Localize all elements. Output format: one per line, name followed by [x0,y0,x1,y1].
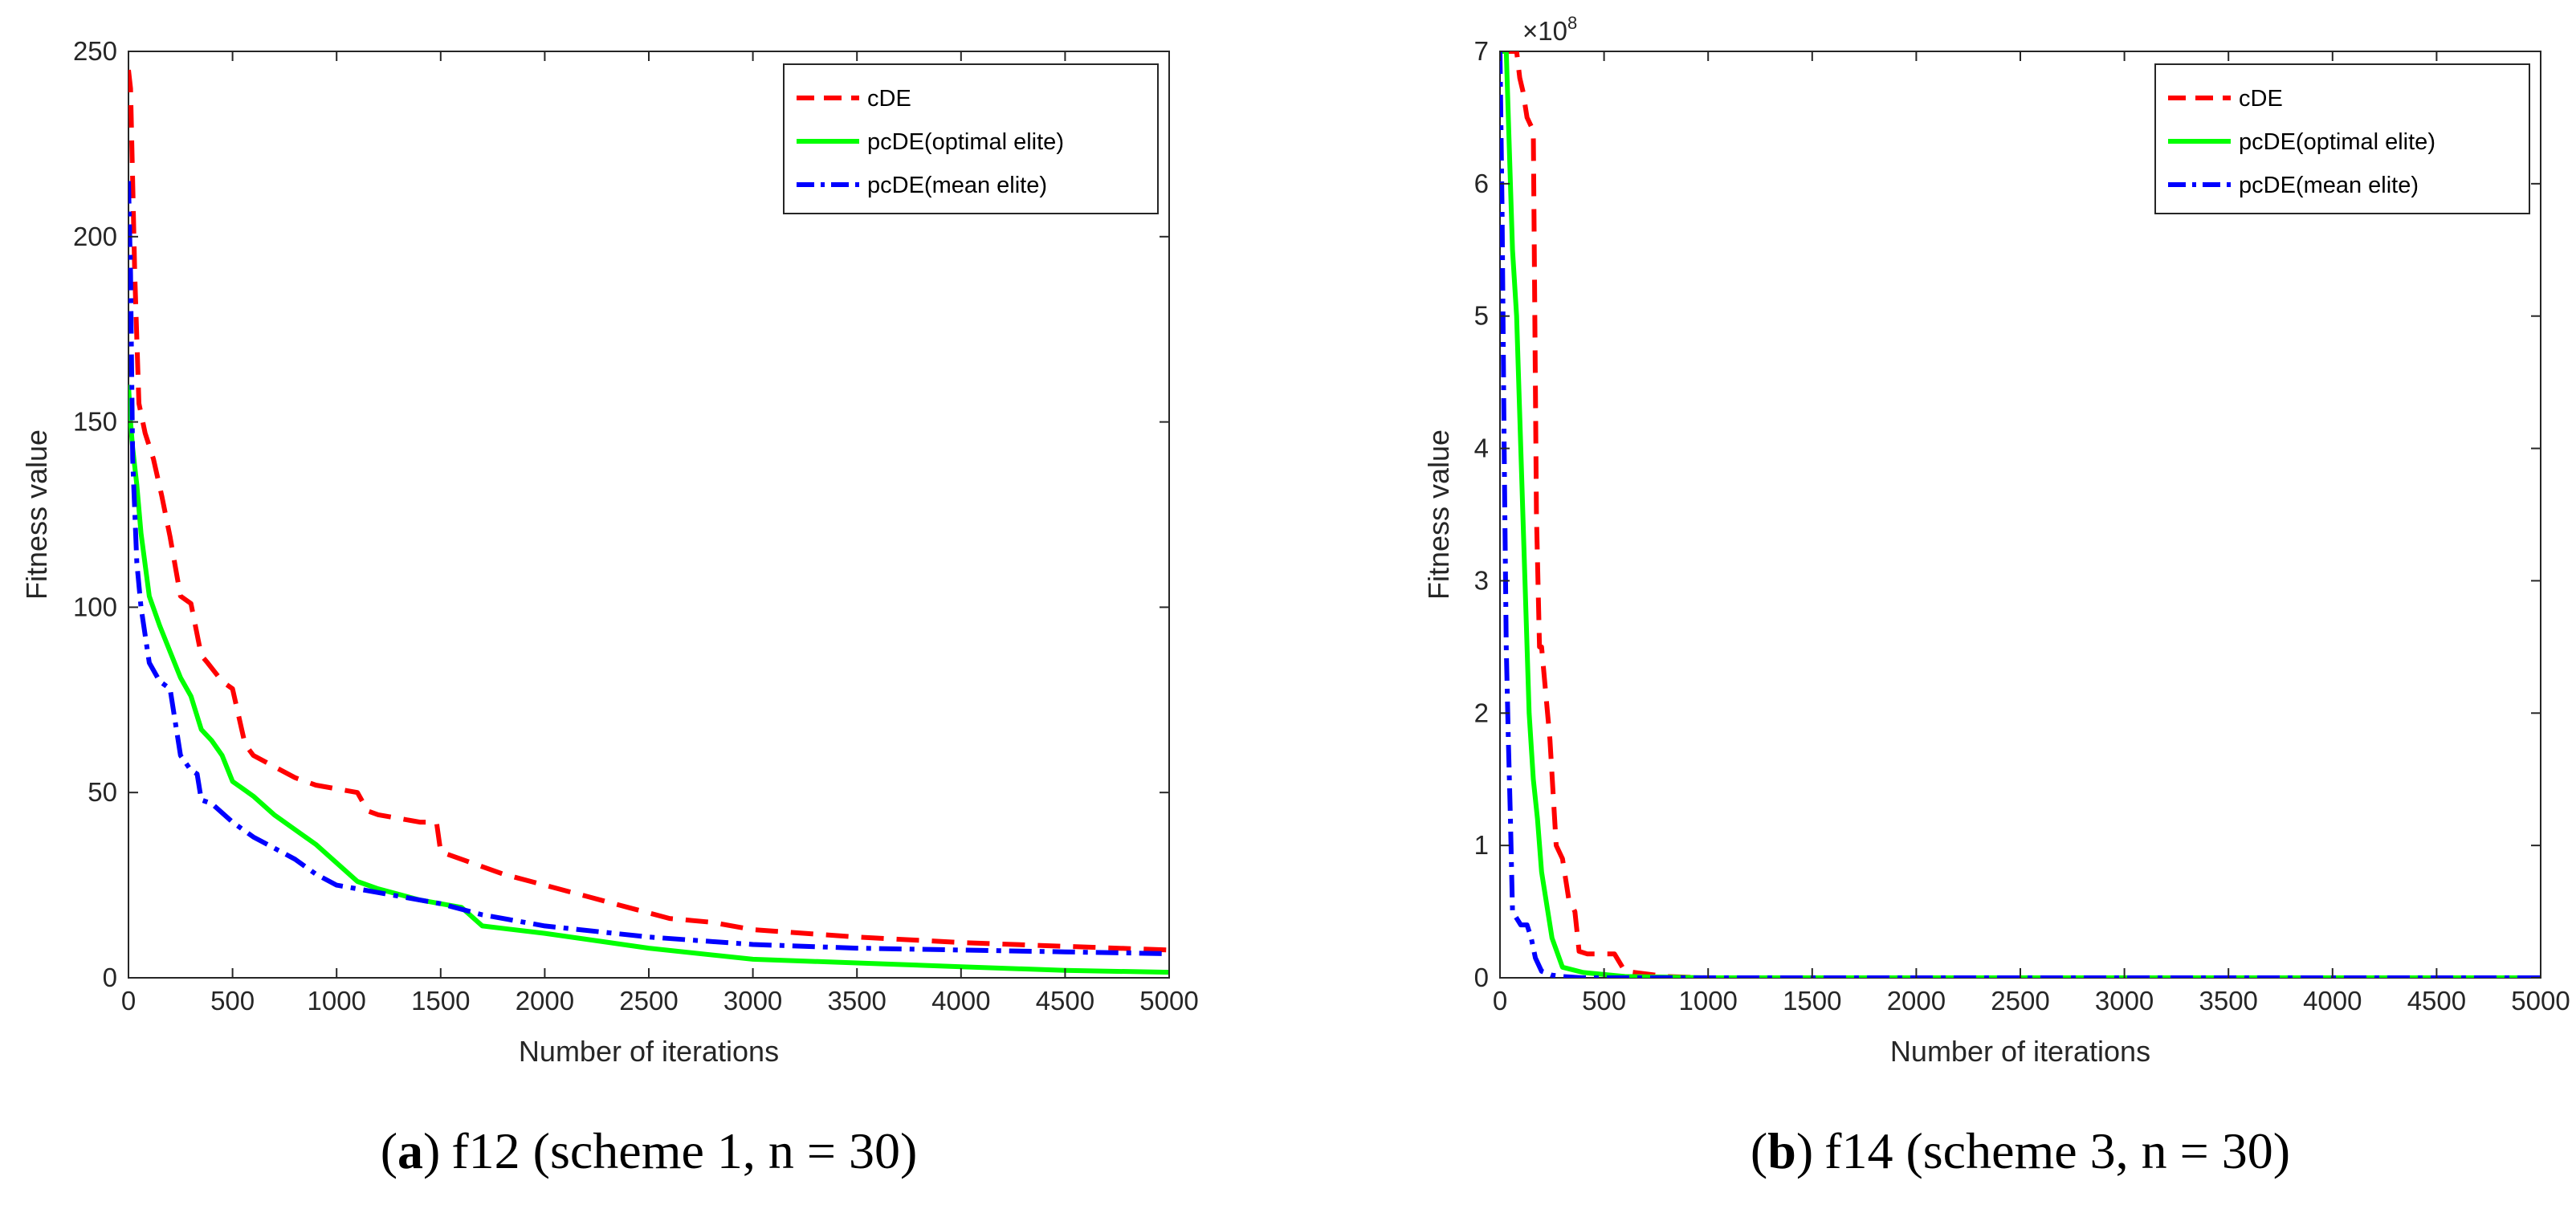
x-tick-label: 1500 [1783,986,1841,1016]
y-tick-label: 100 [73,592,117,621]
x-tick-label: 3000 [723,986,782,1016]
x-tick-label: 5000 [2511,986,2570,1016]
legend-b: cDE pcDE(optimal elite) pcDE(mean elite) [2154,63,2530,214]
y-tick-label: 0 [1474,963,1489,992]
series-line-pcde-mean-elite- [1500,51,2541,978]
x-tick-label: 2000 [516,986,574,1016]
y-axis-label-a: Fitness value [20,429,53,600]
y-tick-label: 1 [1474,830,1489,860]
caption-b: (b) f14 (scheme 3, n = 30) [1751,1122,2290,1179]
x-tick-label: 0 [1493,986,1507,1016]
y-tick-label: 2 [1474,698,1489,727]
x-tick-label: 500 [1582,986,1626,1016]
x-tick-label: 4500 [1036,986,1094,1016]
legend-label: pcDE(optimal elite) [2239,129,2435,155]
x-tick-label: 2500 [1991,986,2049,1016]
y-exponent-label-b: ×108 [1522,13,1577,46]
x-tick-label: 5000 [1139,986,1198,1016]
series-line-cde [1500,51,2541,978]
y-tick-label: 3 [1474,565,1489,595]
panel-b: 0 500 1000 1500 2000 2500 3000 3500 4000 4500 5000… [1422,13,2570,1179]
legend-label: pcDE(mean elite) [2239,173,2419,198]
x-tick-label: 1000 [307,986,365,1016]
y-tick-label: 6 [1474,169,1489,198]
y-tick-label: 50 [88,777,117,807]
x-tick-label: 0 [121,986,136,1016]
x-tick-label: 3500 [2199,986,2257,1016]
legend-label: pcDE(mean elite) [867,173,1047,198]
y-tick-label: 250 [73,36,117,66]
y-tick-label: 200 [73,222,117,251]
caption-a: (a) f12 (scheme 1, n = 30) [381,1122,918,1179]
y-tick-label: 7 [1474,36,1489,66]
x-tick-label: 4000 [2303,986,2362,1016]
x-tick-label: 500 [210,986,255,1016]
y-tick-label: 150 [73,407,117,437]
legend-a: cDE pcDE(optimal elite) pcDE(mean elite) [783,63,1159,214]
series-line-pcde-mean-elite- [128,181,1169,956]
x-axis-label-a: Number of iterations [519,1035,779,1068]
panel-a: 0 500 1000 1500 2000 2500 3000 3500 4000 4500 5000… [20,36,1199,1179]
legend-label: cDE [2239,86,2283,112]
x-tick-label: 3500 [827,986,886,1016]
x-tick-label: 2000 [1887,986,1946,1016]
series-line-pcde-optimal-elite- [128,385,1169,975]
legend-label: pcDE(optimal elite) [867,129,1064,155]
x-tick-label: 3000 [2095,986,2154,1016]
series-line-cde [128,69,1169,953]
y-tick-label: 5 [1474,301,1489,331]
x-tick-label: 4000 [931,986,990,1016]
x-tick-label: 1000 [1678,986,1737,1016]
legend-label: cDE [867,86,911,112]
y-axis-label-b: Fitness value [1422,429,1455,600]
x-axis-label-b: Number of iterations [1890,1035,2150,1068]
y-tick-label: 0 [103,963,117,992]
y-tick-label: 4 [1474,434,1489,463]
x-tick-label: 1500 [411,986,470,1016]
x-tick-label: 4500 [2407,986,2466,1016]
x-tick-label: 2500 [619,986,678,1016]
